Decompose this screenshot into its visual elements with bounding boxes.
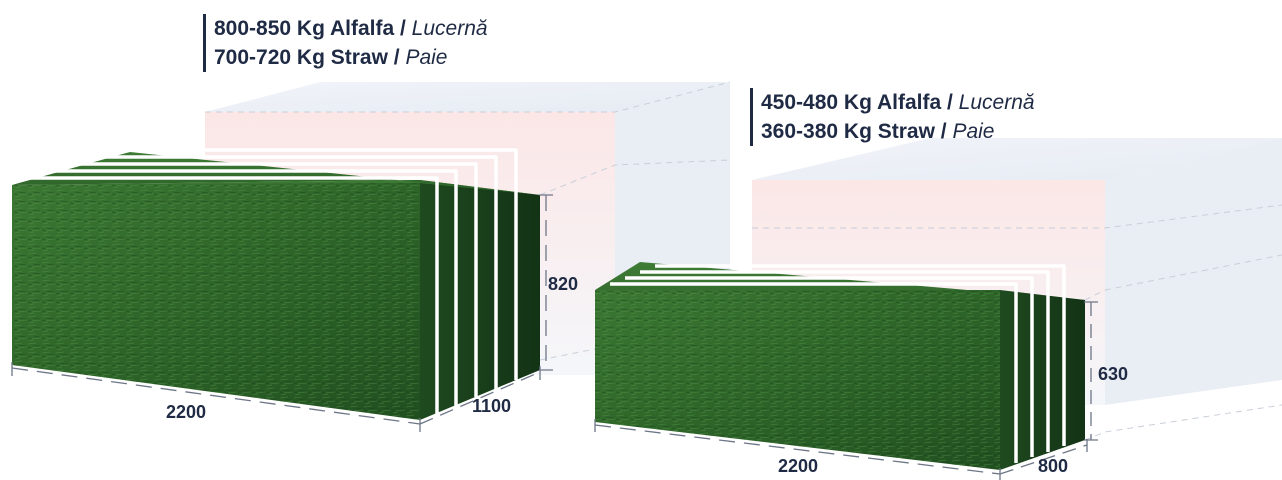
small-bale-height-label: 630: [1098, 364, 1129, 384]
large-bale-side: [420, 183, 540, 420]
small-ghost-top: [752, 138, 1282, 180]
dimension-lines: [11, 194, 1098, 480]
small-bale: [595, 262, 1085, 470]
small-ghost-side: [1105, 138, 1282, 405]
large-ghost-top: [205, 82, 730, 112]
small-bale-length-label: 2200: [778, 456, 819, 476]
large-bale: [12, 148, 540, 420]
weight-line-alfalfa: 800-850 Kg Alfalfa / Lucernă: [214, 17, 488, 40]
weight-line-straw: 360-380 Kg Straw / Paie: [761, 120, 995, 143]
small-bale-side: [1000, 290, 1085, 470]
large-bale-weights: 800-850 Kg Alfalfa / Lucernă 700-720 Kg …: [203, 14, 488, 72]
small-length-line: [594, 424, 1001, 475]
large-bale-length-label: 2200: [166, 402, 207, 422]
small-bale-weights: 450-480 Kg Alfalfa / Lucernă 360-380 Kg …: [750, 88, 1035, 146]
weight-line-alfalfa: 450-480 Kg Alfalfa / Lucernă: [761, 91, 1035, 114]
large-bale-width-label: 1100: [472, 396, 512, 416]
large-length-line: [11, 367, 421, 425]
small-bale-width-label: 800: [1038, 456, 1069, 476]
weight-line-straw: 700-720 Kg Straw / Paie: [214, 46, 448, 69]
small-width-line: [999, 444, 1088, 475]
large-bale-straps: [30, 148, 518, 414]
large-bale-height-label: 820: [548, 274, 579, 294]
small-bale-straps: [610, 264, 1066, 463]
